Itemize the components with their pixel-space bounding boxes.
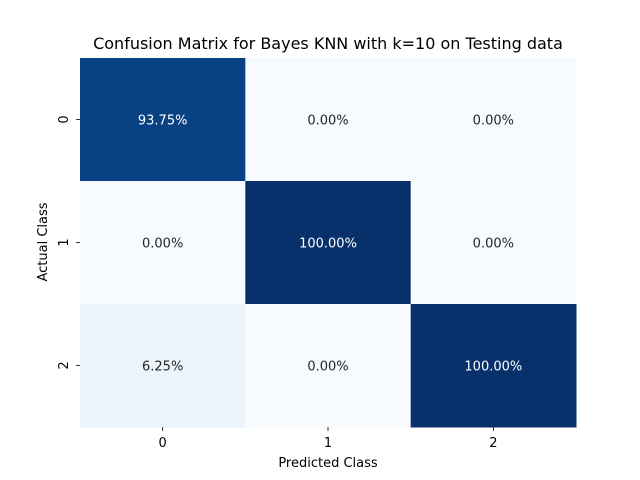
y-tick-label: 1: [57, 238, 72, 246]
x-axis-ticks: 0 1 2: [159, 427, 497, 451]
cell-value-label: 100.00%: [299, 237, 357, 252]
heatmap-cell-r2-c0: [80, 304, 246, 428]
chart-title: Confusion Matrix for Bayes KNN with k=10…: [93, 34, 563, 53]
x-tick-label: 1: [324, 436, 332, 451]
heatmap-cell-r0-c2: [410, 58, 577, 182]
y-axis-ticks: 0 1 2: [57, 115, 80, 370]
heatmap-cell-r2-c1: [245, 304, 412, 428]
heatmap-cell-r1-c2: [410, 181, 577, 305]
y-tick-label: 0: [57, 115, 72, 123]
cell-value-label: 0.00%: [473, 114, 514, 129]
y-tick-label: 2: [57, 361, 72, 369]
heatmap-cell-labels: 93.75% 0.00% 0.00% 0.00% 100.00% 0.00% 6.25% 0.…: [138, 114, 522, 375]
heatmap-cell-r0-c0: [80, 58, 246, 182]
cell-value-label: 0.00%: [307, 360, 348, 375]
heatmap-cell-r2-c2: [410, 304, 577, 428]
heatmap-cell-r1-c1: [245, 181, 412, 305]
heatmap-cell-r1-c0: [80, 181, 246, 305]
x-tick-label: 2: [489, 436, 497, 451]
cell-value-label: 0.00%: [142, 237, 183, 252]
heatmap-cell-r0-c1: [245, 58, 412, 182]
cell-value-label: 6.25%: [142, 360, 183, 375]
cell-value-label: 100.00%: [464, 360, 522, 375]
y-axis-label: Actual Class: [36, 202, 51, 281]
cell-value-label: 0.00%: [473, 237, 514, 252]
heatmap-cells: [80, 58, 577, 428]
x-tick-label: 0: [159, 436, 167, 451]
x-axis-label: Predicted Class: [278, 456, 378, 471]
cell-value-label: 0.00%: [307, 114, 348, 129]
cell-value-label: 93.75%: [138, 114, 188, 129]
